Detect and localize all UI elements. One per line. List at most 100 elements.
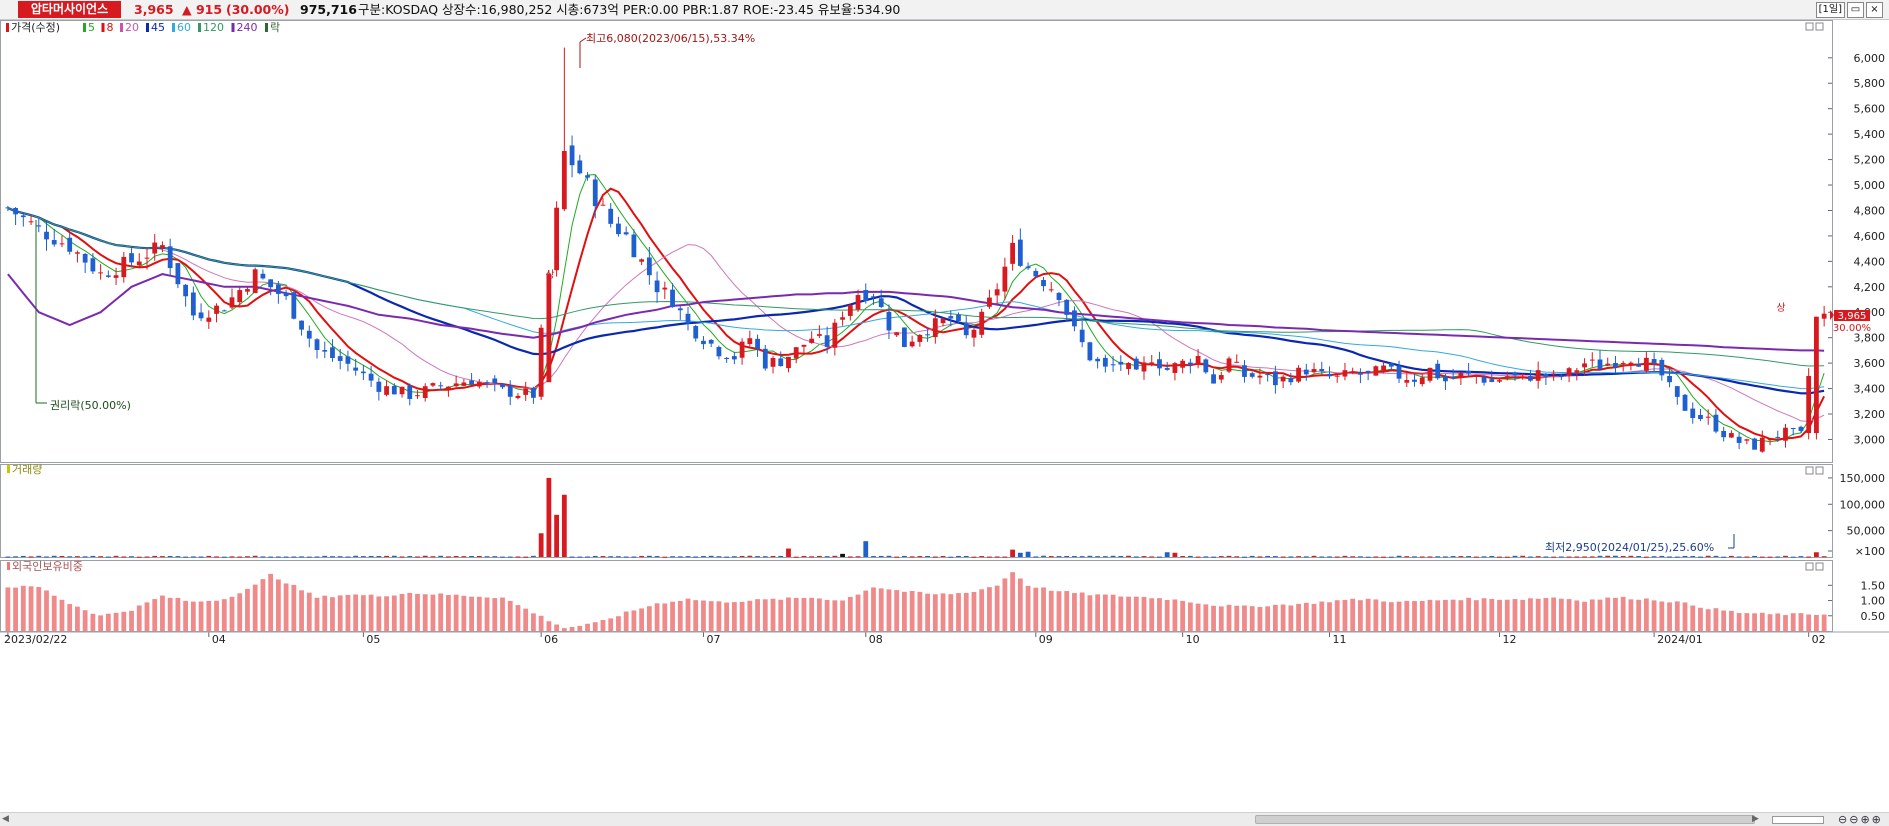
zoom-out-icon[interactable]: ⊖ [1849, 813, 1859, 826]
zoom-fit-icon[interactable]: ⊖ [1838, 813, 1848, 826]
candle-body [268, 279, 274, 288]
foreign-bar [275, 579, 281, 631]
foreign-bar [1443, 599, 1448, 631]
candle-body [1497, 380, 1502, 382]
volume-bar [646, 555, 652, 557]
stock-name[interactable]: 압타머사이언스 [18, 1, 121, 18]
foreign-tick-label: 1.50 [1861, 579, 1886, 592]
foreign-bar [44, 590, 49, 631]
candle-body [376, 381, 382, 392]
candle-body [1064, 299, 1070, 315]
candle-body [731, 356, 737, 360]
foreign-bar [925, 593, 930, 631]
candle-body [1643, 357, 1649, 371]
foreign-bar [1582, 601, 1587, 631]
foreign-bar [20, 585, 26, 631]
scroll-left-icon[interactable]: ◀ [2, 814, 9, 824]
foreign-bar [252, 584, 258, 631]
foreign-bar [438, 593, 444, 631]
foreign-bar [152, 599, 158, 631]
volume-bar [1126, 555, 1131, 557]
foreign-bar [1520, 599, 1526, 631]
volume-bar [1783, 555, 1788, 557]
x-tick-label: 11 [1332, 633, 1346, 646]
candle-body [59, 243, 65, 245]
period-button[interactable]: [1일] [1815, 2, 1845, 18]
foreign-bar [1783, 615, 1788, 631]
volume-bar [268, 556, 274, 558]
candle-body [1257, 375, 1263, 378]
candle-body [608, 208, 614, 224]
foreign-bar [1319, 601, 1325, 631]
volume-bar [654, 556, 660, 558]
candle-body [1427, 367, 1433, 381]
volume-bar [932, 556, 938, 558]
foreign-bar [909, 590, 915, 631]
candle-body [1048, 289, 1054, 291]
candle-body [1041, 279, 1046, 287]
foreign-bar [1195, 603, 1201, 631]
price-change-pct: (30.00%) [226, 2, 290, 17]
restore-button[interactable]: ▭ [1847, 2, 1864, 18]
stock-chart[interactable]: 6,000 5,800 5,600 5,400 5,200 5,000 4,800 4,600… [0, 20, 1889, 812]
zoom-in-icon[interactable]: ⊕ [1860, 813, 1870, 826]
volume-bar [855, 556, 861, 558]
trade-volume: 975,716 [300, 2, 357, 17]
foreign-bar [1234, 605, 1240, 631]
horizontal-scrollbar[interactable]: ◀ ▶ ⊖ ⊖ ⊕ ⊕ [0, 812, 1889, 826]
candle-body [569, 145, 575, 166]
legend-label: 60 [177, 21, 191, 34]
volume-bar [987, 556, 992, 558]
volume-tick-label: 150,000 [1840, 472, 1886, 485]
foreign-bar [932, 594, 938, 631]
foreign-bar [1659, 601, 1665, 631]
volume-bar [1427, 556, 1433, 558]
foreign-bar [260, 579, 266, 631]
volume-bar [847, 556, 853, 558]
volume-bar [909, 556, 915, 558]
zoom-reset-icon[interactable]: ⊕ [1871, 813, 1881, 826]
volume-bar [98, 556, 104, 558]
candle-body [1396, 365, 1402, 379]
foreign-bar [1504, 599, 1510, 631]
candle-body [469, 380, 474, 385]
volume-bar [1048, 556, 1054, 558]
volume-bar [592, 555, 598, 557]
foreign-bar [1450, 599, 1456, 631]
price-tick-label: 4,800 [1854, 204, 1886, 217]
candle-body [252, 269, 258, 294]
foreign-bar [917, 591, 923, 631]
candle-body [476, 382, 482, 387]
candle-body [1334, 375, 1340, 377]
foreign-bar [121, 611, 127, 631]
volume-bar [731, 556, 737, 558]
foreign-bar [453, 594, 459, 631]
x-tick-label: 09 [1039, 633, 1053, 646]
candle-body [1388, 363, 1394, 367]
volume-bar [1358, 556, 1363, 558]
zoom-slider[interactable] [1772, 816, 1824, 824]
foreign-bar [1752, 613, 1757, 631]
volume-bar [13, 556, 18, 558]
scroll-right-icon[interactable]: ▶ [1752, 814, 1759, 824]
window-controls: [1일] ▭ × [1815, 2, 1883, 18]
foreign-bar [523, 608, 529, 631]
scroll-thumb[interactable] [1255, 815, 1755, 824]
foreign-bar [1203, 604, 1209, 631]
foreign-bar [755, 599, 760, 631]
foreign-bar [1311, 603, 1317, 631]
foreign-bar [407, 592, 413, 631]
x-tick-label: 08 [869, 633, 883, 646]
volume-bar [693, 556, 699, 558]
candle-body [1342, 370, 1348, 377]
volume-bar [105, 556, 111, 558]
foreign-label-swatch [7, 562, 10, 570]
pane-maximize-icon [1805, 562, 1814, 571]
foreign-bar [670, 601, 675, 631]
candle-body [1458, 373, 1464, 378]
foreign-bar [1272, 604, 1278, 631]
foreign-bar [1566, 599, 1572, 631]
foreign-bar [979, 589, 985, 631]
close-button[interactable]: × [1866, 2, 1883, 18]
volume-bar [1582, 556, 1587, 558]
